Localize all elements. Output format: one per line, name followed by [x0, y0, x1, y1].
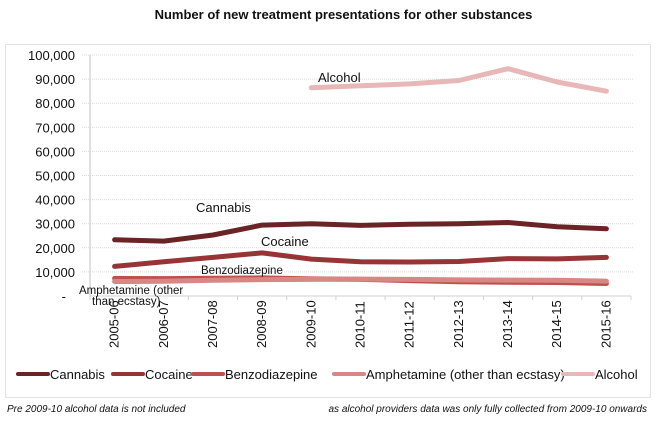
- series-line-cannabis: [112, 220, 609, 244]
- chart-title: Number of new treatment presentations fo…: [154, 7, 533, 22]
- x-tick-label: 2015-16: [598, 300, 613, 348]
- y-tick-label: 90,000: [35, 72, 75, 87]
- annotation-label: than ecstasy): [92, 296, 161, 308]
- legend-label: Benzodiazepine: [225, 367, 318, 382]
- footnote-left: Pre 2009-10 alcohol data is not included: [7, 404, 186, 415]
- y-tick-label: 100,000: [28, 48, 75, 63]
- x-tick-label: 2013-14: [500, 300, 515, 348]
- y-tick-label: 10,000: [35, 265, 75, 280]
- series-line-amphetamine-other-than-ecstasy: [112, 276, 609, 284]
- legend-label: Alcohol: [595, 367, 638, 382]
- y-tick-label: 20,000: [35, 241, 75, 256]
- legend-label: Cannabis: [50, 367, 105, 382]
- y-tick-label: 60,000: [35, 144, 75, 159]
- annotation-label: Cannabis: [196, 200, 251, 215]
- footnote-right: as alcohol providers data was only fully…: [328, 404, 647, 415]
- x-tick-label: 2009-10: [303, 300, 318, 348]
- x-tick-label: 2006-07: [156, 300, 171, 348]
- annotation-label: Benzodiazepine: [201, 265, 283, 277]
- annotation-label: Alcohol: [318, 70, 361, 85]
- y-tick-label: -: [62, 289, 66, 304]
- y-tick-label: 80,000: [35, 96, 75, 111]
- y-tick-label: 30,000: [35, 217, 75, 232]
- annotation-label: Cocaine: [261, 234, 309, 249]
- y-tick-label: 40,000: [35, 193, 75, 208]
- legend-label: Cocaine: [145, 367, 193, 382]
- chart-frame: [5, 44, 651, 398]
- legend-label: Amphetamine (other than ecstasy): [366, 367, 565, 382]
- x-tick-label: 2007-08: [205, 300, 220, 348]
- x-tick-label: 2008-09: [254, 300, 269, 348]
- x-tick-label: 2014-15: [549, 300, 564, 348]
- series-line-cocaine: [112, 250, 609, 269]
- annotation-label: Amphetamine (other: [79, 285, 183, 297]
- series-line-alcohol: [308, 66, 609, 94]
- y-tick-label: 50,000: [35, 169, 75, 184]
- x-tick-label: 2005-06: [107, 300, 122, 348]
- x-tick-label: 2012-13: [451, 300, 466, 348]
- y-tick-label: 70,000: [35, 120, 75, 135]
- x-tick-label: 2010-11: [353, 301, 368, 348]
- x-tick-label: 2011-12: [402, 301, 417, 348]
